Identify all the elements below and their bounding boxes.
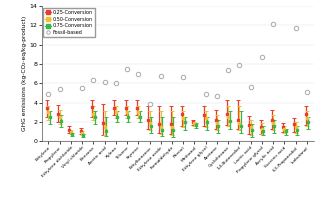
Legend: 0.25-Conversion, 0.50-Conversion, 0.75-Conversion, Fossil-based: 0.25-Conversion, 0.50-Conversion, 0.75-C…	[43, 7, 95, 38]
Y-axis label: GHG emissions (kg-CO₂-eq/kg-product): GHG emissions (kg-CO₂-eq/kg-product)	[22, 16, 27, 131]
